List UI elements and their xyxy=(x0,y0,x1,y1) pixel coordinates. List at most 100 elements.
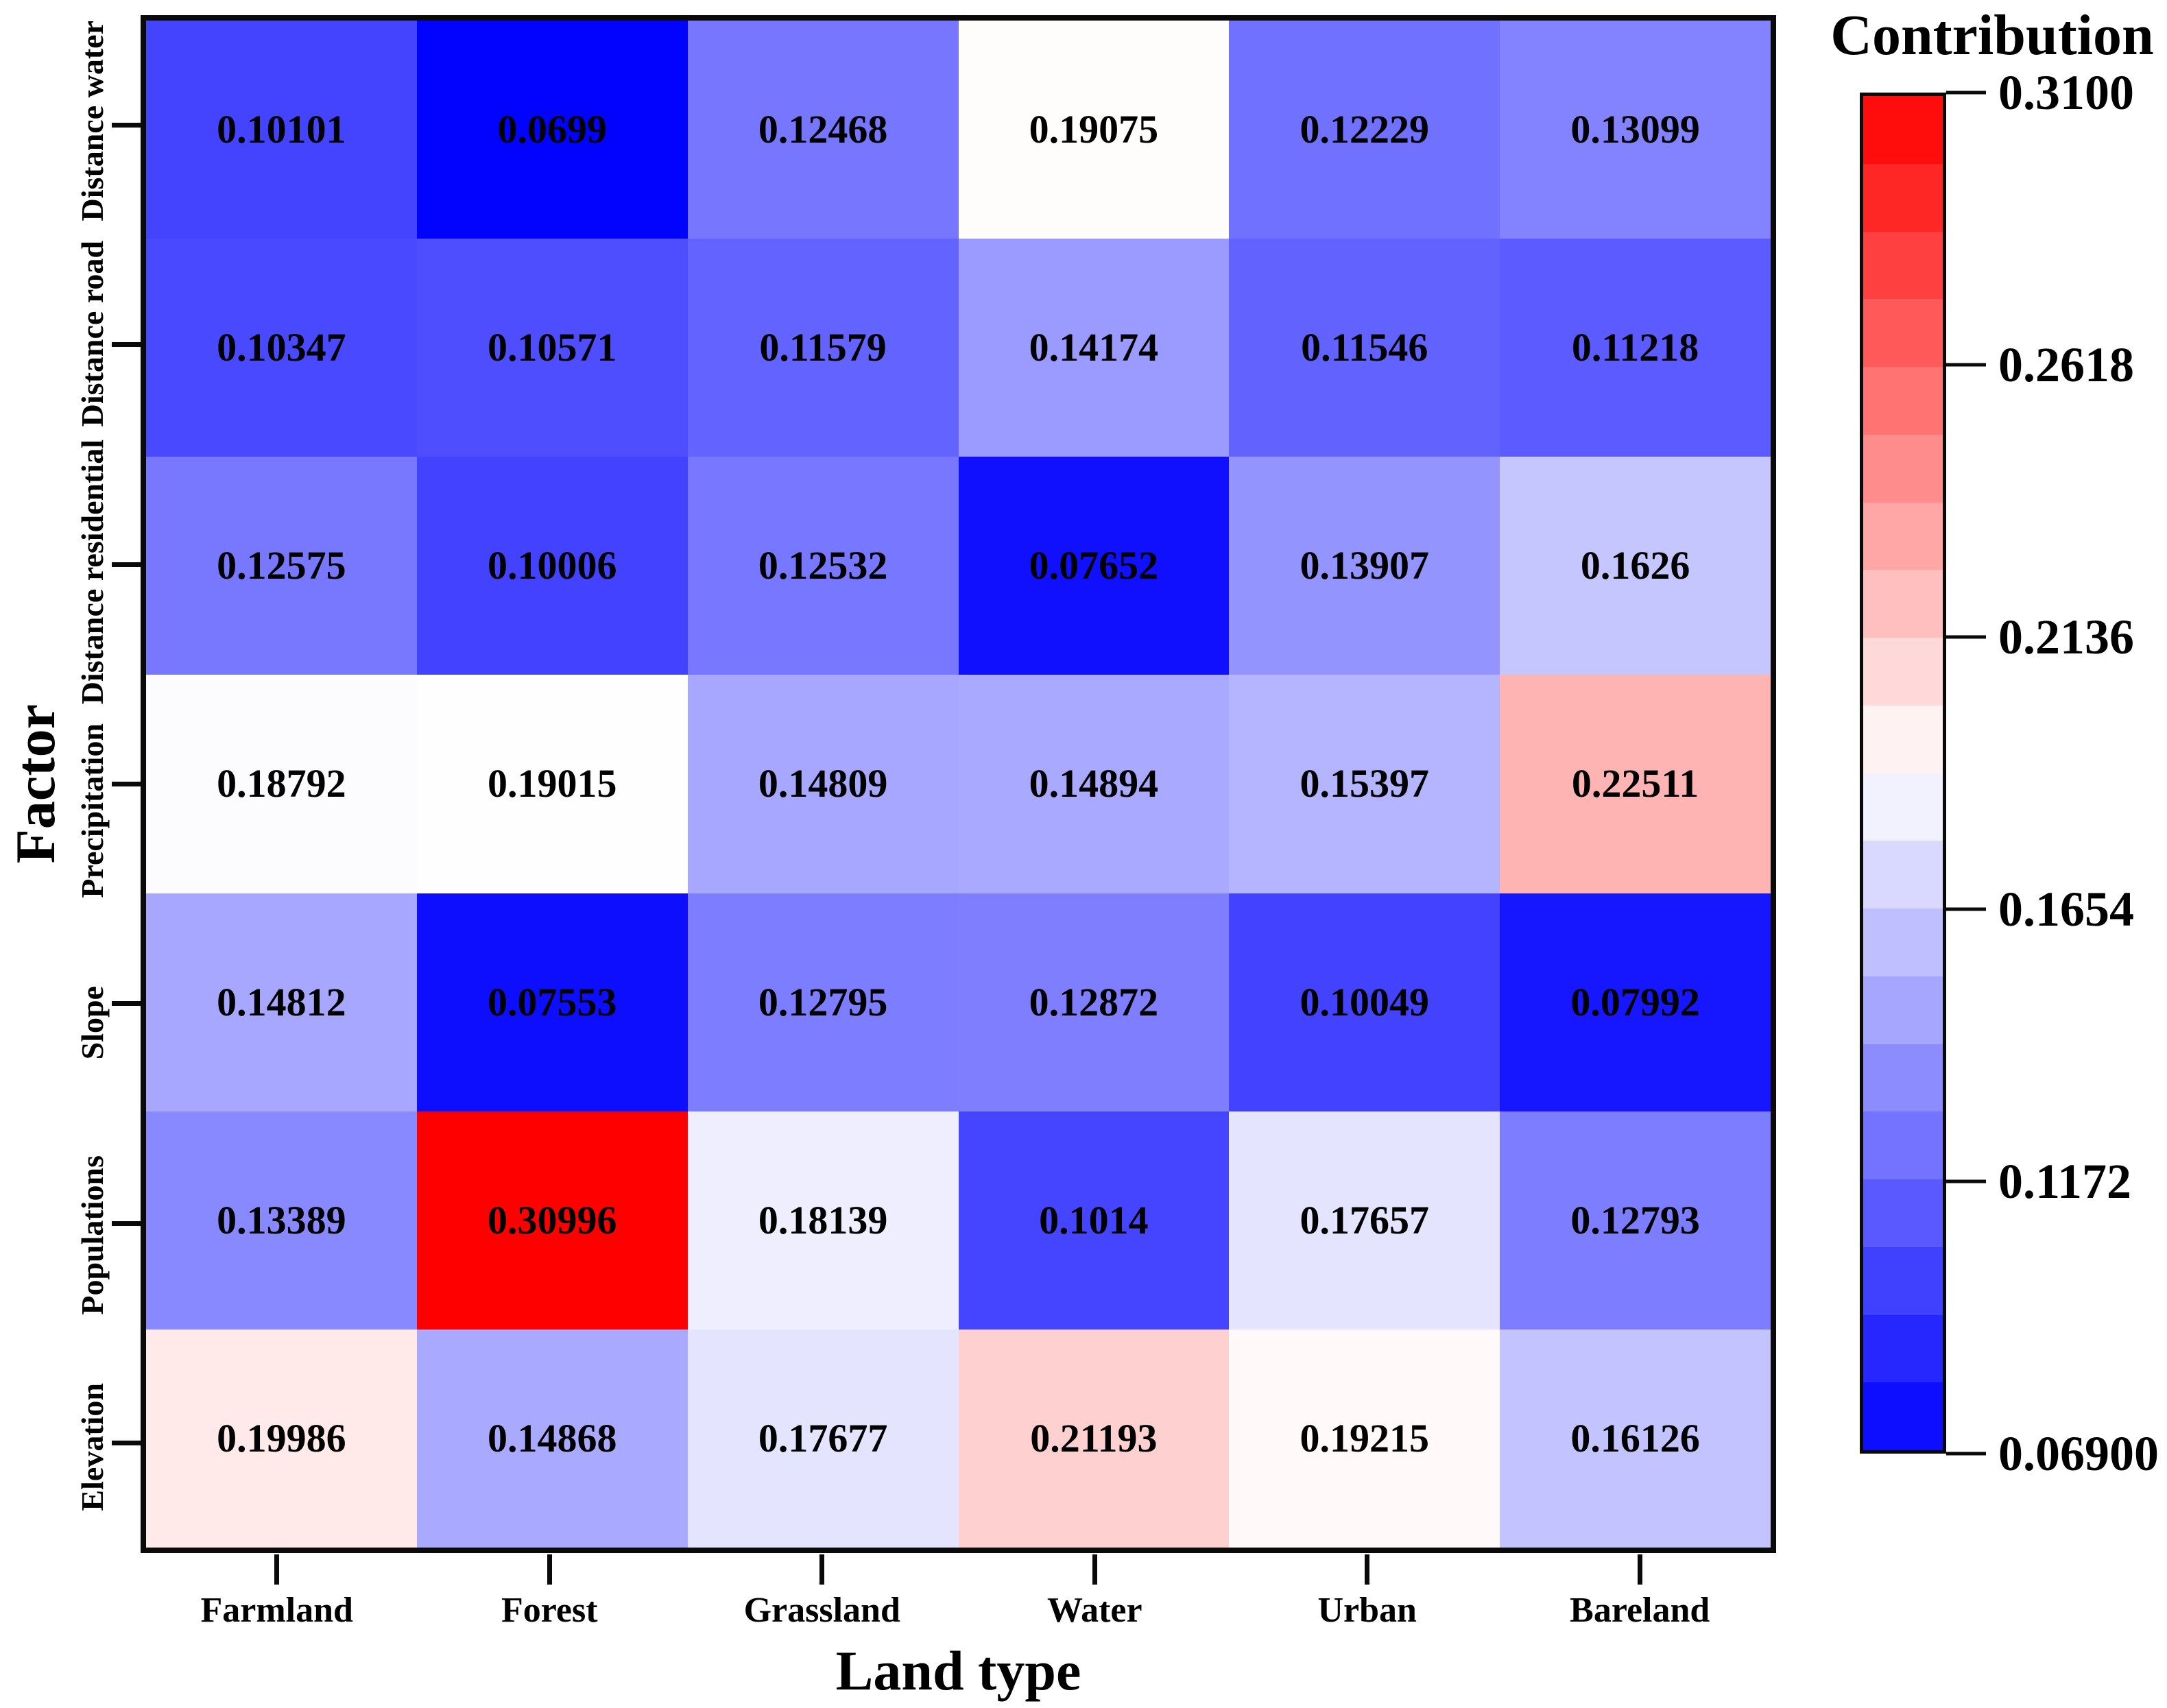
heatmap-cell: 0.18792 xyxy=(146,675,417,893)
heatmap-cell: 0.19986 xyxy=(146,1329,417,1548)
colorbar-tick-label: 0.2618 xyxy=(1998,337,2134,392)
heatmap-cell: 0.10101 xyxy=(146,21,417,239)
cell-value: 0.07652 xyxy=(1029,543,1159,588)
colorbar-tick-mark xyxy=(1946,1179,1986,1183)
y-axis-title-box: Factor xyxy=(4,15,67,1553)
colorbar-segment xyxy=(1863,299,1943,367)
heatmap-cell: 0.30996 xyxy=(416,1111,688,1330)
cell-value: 0.12229 xyxy=(1300,107,1429,152)
colorbar-segment xyxy=(1863,705,1943,773)
colorbar-tick-label: 0.1654 xyxy=(1998,882,2134,937)
x-axis-ticks xyxy=(141,1554,1776,1585)
cell-value: 0.17657 xyxy=(1300,1197,1429,1242)
cell-value: 0.17677 xyxy=(758,1415,888,1460)
colorbar-segment xyxy=(1863,434,1943,503)
cell-value: 0.30996 xyxy=(487,1197,617,1242)
heatmap-cell: 0.12793 xyxy=(1500,1111,1771,1330)
heatmap-cell: 0.12468 xyxy=(687,21,959,239)
y-tick-mark xyxy=(112,781,141,786)
heatmap-cell: 0.11218 xyxy=(1500,239,1771,457)
y-tick-label: Precipitation xyxy=(74,723,110,898)
colorbar-segment xyxy=(1863,1247,1943,1315)
cell-value: 0.13907 xyxy=(1300,543,1429,588)
cell-value: 0.15397 xyxy=(1300,761,1429,806)
heatmap-cell: 0.10571 xyxy=(416,239,688,457)
heatmap-cell: 0.07553 xyxy=(416,893,688,1111)
y-tick-label: Populations xyxy=(74,1155,110,1315)
cell-value: 0.12468 xyxy=(758,107,888,152)
x-tick-label: Urban xyxy=(1317,1590,1417,1630)
heatmap-cell: 0.07992 xyxy=(1500,893,1771,1111)
cell-value: 0.12532 xyxy=(758,543,888,588)
cell-value: 0.11546 xyxy=(1301,325,1428,370)
y-tick-label: Slope xyxy=(74,985,110,1060)
x-tick-mark xyxy=(819,1554,825,1585)
x-tick-label: Farmland xyxy=(200,1590,353,1630)
y-tick-label: Distance water xyxy=(74,21,110,221)
heatmap-cell: 0.14868 xyxy=(416,1329,688,1548)
colorbar-tick-mark xyxy=(1946,635,1986,639)
cell-value: 0.21193 xyxy=(1030,1415,1158,1460)
cell-value: 0.18139 xyxy=(758,1197,888,1242)
cell-value: 0.11218 xyxy=(1571,325,1699,370)
heatmap-cell: 0.12795 xyxy=(687,893,959,1111)
colorbar-tick-label: 0.3100 xyxy=(1998,65,2134,120)
cell-value: 0.10101 xyxy=(217,107,346,152)
cell-value: 0.12575 xyxy=(217,543,346,588)
colorbar-segment xyxy=(1863,1111,1943,1179)
y-tick-mark xyxy=(112,1441,141,1446)
y-axis-ticks xyxy=(112,15,141,1553)
colorbar-gradient xyxy=(1863,96,1943,1450)
heatmap-cell: 0.19075 xyxy=(958,21,1230,239)
cell-value: 0.22511 xyxy=(1571,761,1699,806)
cell-value: 0.10049 xyxy=(1300,979,1429,1024)
cell-value: 0.12795 xyxy=(758,979,888,1024)
x-tick-mark xyxy=(1092,1554,1097,1585)
y-tick-mark xyxy=(112,562,141,567)
heatmap-cell: 0.11546 xyxy=(1229,239,1500,457)
heatmap-cell: 0.13099 xyxy=(1500,21,1771,239)
colorbar-tick-mark xyxy=(1946,907,1986,911)
x-tick-mark xyxy=(1637,1554,1642,1585)
heatmap-cell: 0.17677 xyxy=(687,1329,959,1548)
x-tick-label: Water xyxy=(1046,1590,1142,1630)
heatmap-cell: 0.10006 xyxy=(416,457,688,675)
cell-value: 0.12872 xyxy=(1029,979,1159,1024)
heatmap-cell: 0.16126 xyxy=(1500,1329,1771,1548)
colorbar-ticks: 0.3100 0.2618 0.2136 0.1654 0.1172 0.06900 xyxy=(1946,68,2167,1478)
cell-value: 0.10347 xyxy=(217,325,346,370)
colorbar-segment xyxy=(1863,909,1943,976)
heatmap-cell: 0.11579 xyxy=(687,239,959,457)
colorbar-segment xyxy=(1863,1179,1943,1247)
x-axis-title-box: Land type xyxy=(141,1639,1776,1702)
heatmap-cell: 0.12229 xyxy=(1229,21,1500,239)
y-tick-label: Elevation xyxy=(74,1382,110,1511)
cell-value: 0.14868 xyxy=(487,1415,617,1460)
colorbar-title-box: Contribution xyxy=(1817,3,2167,68)
x-axis-title: Land type xyxy=(835,1639,1081,1702)
heatmap-cell: 0.21193 xyxy=(958,1329,1230,1548)
heatmap-cell: 0.17657 xyxy=(1229,1111,1500,1330)
x-tick-label: Bareland xyxy=(1570,1590,1710,1630)
x-tick-mark xyxy=(547,1554,552,1585)
cell-value: 0.19986 xyxy=(217,1415,346,1460)
colorbar-segment xyxy=(1863,570,1943,638)
x-tick-label: Forest xyxy=(501,1590,598,1630)
heatmap-cell: 0.14894 xyxy=(958,675,1230,893)
cell-value: 0.19215 xyxy=(1300,1415,1429,1460)
cell-value: 0.19015 xyxy=(487,761,617,806)
heatmap-cell: 0.1626 xyxy=(1500,457,1771,675)
heatmap-cell: 0.18139 xyxy=(687,1111,959,1330)
heatmap-cell: 0.07652 xyxy=(958,457,1230,675)
colorbar xyxy=(1860,93,1946,1454)
heatmap-cell: 0.14174 xyxy=(958,239,1230,457)
cell-value: 0.1626 xyxy=(1580,543,1690,588)
heatmap-cell: 0.12872 xyxy=(958,893,1230,1111)
heatmap-cell: 0.19015 xyxy=(416,675,688,893)
cell-value: 0.10006 xyxy=(487,543,617,588)
x-tick-mark xyxy=(1365,1554,1370,1585)
cell-value: 0.10571 xyxy=(487,325,617,370)
cell-value: 0.18792 xyxy=(217,761,346,806)
y-axis-tick-labels: Distance water Distance road Distance resi… xyxy=(67,15,117,1553)
colorbar-tick-mark xyxy=(1946,1452,1986,1456)
